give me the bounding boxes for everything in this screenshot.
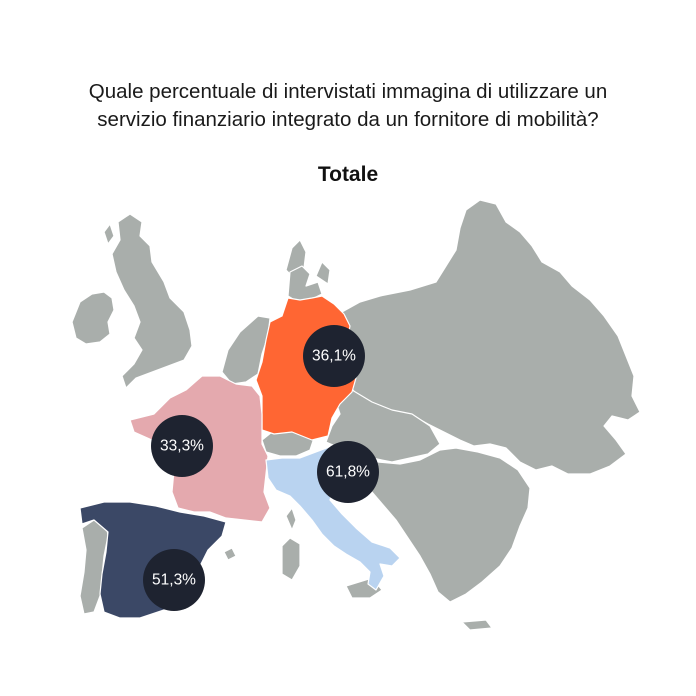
bubble-germany-circle bbox=[303, 325, 365, 387]
bubble-france-circle bbox=[151, 415, 213, 477]
question-line-2: servizio finanziario integrato da un for… bbox=[97, 108, 599, 131]
country-corsica bbox=[285, 507, 297, 531]
country-great-britain bbox=[111, 213, 193, 389]
question-line-1: Quale percentuale di intervistati immagi… bbox=[88, 80, 608, 103]
country-scotland-islands bbox=[103, 223, 115, 245]
country-balearics bbox=[223, 547, 237, 561]
value-label-germany: 36,1% bbox=[312, 348, 356, 365]
chart-subtitle: Totale bbox=[317, 163, 379, 186]
country-ireland bbox=[71, 291, 115, 345]
value-label-spain: 51,3% bbox=[152, 572, 196, 589]
bubble-germany: 36,1% bbox=[303, 325, 365, 387]
bubble-france: 33,3% bbox=[151, 415, 213, 477]
bubble-spain: 51,3% bbox=[143, 549, 205, 611]
country-sweden-south bbox=[315, 261, 331, 285]
chart-question: Quale percentuale di intervistati immagi… bbox=[0, 78, 696, 134]
bubble-spain-circle bbox=[143, 549, 205, 611]
bubble-italy: 61,8% bbox=[317, 441, 379, 503]
value-label-italy: 61,8% bbox=[326, 464, 370, 481]
bubble-italy-circle bbox=[317, 441, 379, 503]
value-label-france: 33,3% bbox=[160, 438, 204, 455]
country-sardinia bbox=[281, 537, 301, 581]
country-balkans bbox=[353, 447, 531, 603]
country-crete bbox=[461, 619, 493, 631]
